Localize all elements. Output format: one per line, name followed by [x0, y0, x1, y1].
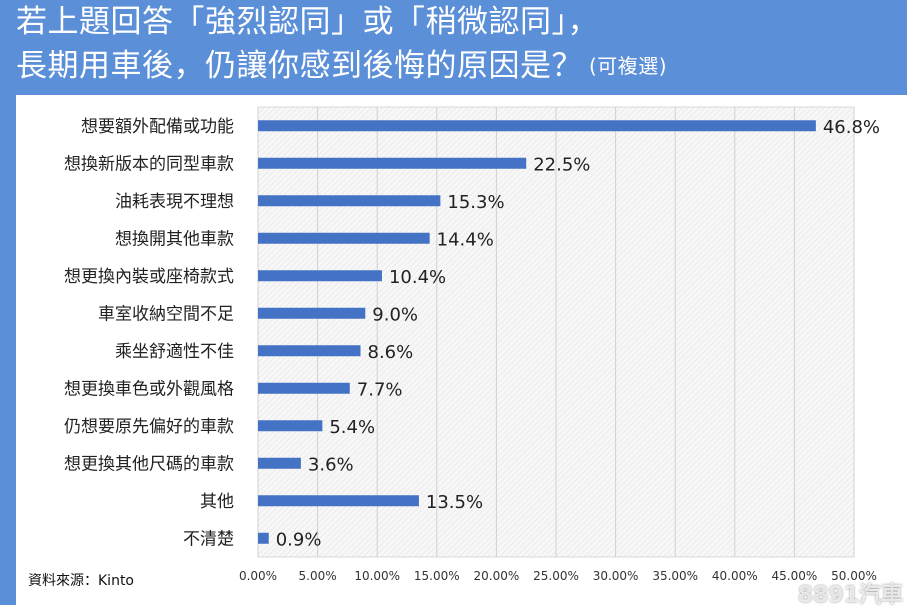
- value-label: 3.6%: [308, 454, 354, 475]
- category-label: 其他: [200, 492, 234, 512]
- value-label: 0.9%: [276, 529, 322, 550]
- bar: [258, 420, 323, 432]
- value-label: 5.4%: [329, 417, 375, 438]
- x-tick-label: 35.00%: [652, 569, 698, 583]
- category-label: 想更換車色或外觀風格: [64, 379, 234, 399]
- x-tick-label: 40.00%: [712, 569, 758, 583]
- chart-title-line-2: 長期用車後，仍讓你感到後悔的原因是？ (可複選): [16, 48, 667, 84]
- bar: [258, 157, 527, 169]
- value-labels: 46.8% 22.5% 15.3% 14.4% 10.4% 9.0% 8.6% 7.7% 5.4…: [276, 117, 880, 551]
- chart-title-note: (可複選): [589, 54, 668, 78]
- source-note: 資料來源：Kinto: [28, 573, 134, 589]
- gridlines: [257, 107, 855, 557]
- category-label: 仍想要原先偏好的車款: [64, 417, 234, 437]
- x-axis-ticks: 0.00% 5.00% 10.00% 15.00% 20.00% 25.00% 30.00%…: [239, 569, 877, 583]
- chart-title-line-2-text: 長期用車後，仍讓你感到後悔的原因是？: [16, 48, 583, 84]
- bar-chart: 想要額外配備或功能想換新版本的同型車款油耗表現不理想想換開其他車款想更換內裝或座…: [64, 106, 880, 583]
- bar: [258, 495, 419, 507]
- category-label: 想換開其他車款: [115, 229, 234, 249]
- value-label: 9.0%: [372, 304, 418, 325]
- bar: [258, 120, 816, 132]
- category-label: 想更換其他尺碼的車款: [64, 454, 234, 474]
- value-label: 10.4%: [389, 267, 446, 288]
- x-tick-label: 45.00%: [772, 569, 818, 583]
- x-tick-label: 0.00%: [239, 569, 277, 583]
- bar: [258, 195, 441, 207]
- value-label: 46.8%: [823, 117, 880, 138]
- x-tick-label: 30.00%: [593, 569, 639, 583]
- category-label: 乘坐舒適性不佳: [115, 342, 234, 362]
- chart-title-line-1: 若上題回答「強烈認同」或「稍微認同」，: [16, 4, 599, 40]
- bar: [258, 457, 301, 469]
- watermark-logo: 8891汽車: [797, 583, 903, 608]
- x-tick-label: 10.00%: [354, 569, 400, 583]
- bar: [258, 532, 269, 544]
- bar: [258, 345, 361, 357]
- x-tick-label: 15.00%: [414, 569, 460, 583]
- bar: [258, 232, 430, 244]
- x-tick-label: 25.00%: [533, 569, 579, 583]
- value-label: 15.3%: [447, 192, 504, 213]
- bars: [258, 120, 816, 544]
- category-label: 想要額外配備或功能: [81, 117, 234, 137]
- x-tick-label: 20.00%: [474, 569, 520, 583]
- chart-panel: 想要額外配備或功能想換新版本的同型車款油耗表現不理想 想換開其他車款想更換內裝或座…: [16, 95, 907, 605]
- value-label: 13.5%: [426, 492, 483, 513]
- category-label: 油耗表現不理想: [115, 192, 234, 212]
- category-label: 不清楚: [183, 529, 234, 549]
- category-label: 想更換內裝或座椅款式: [64, 267, 234, 287]
- category-labels: 想要額外配備或功能想換新版本的同型車款油耗表現不理想想換開其他車款想更換內裝或座…: [64, 117, 234, 550]
- value-label: 14.4%: [437, 229, 494, 250]
- x-tick-label: 50.00%: [831, 569, 877, 583]
- value-label: 8.6%: [368, 342, 414, 363]
- x-tick-label: 5.00%: [299, 569, 337, 583]
- bar: [258, 382, 350, 394]
- category-label: 想換新版本的同型車款: [64, 154, 234, 174]
- category-label: 車室收納空間不足: [98, 304, 234, 324]
- bar: [258, 270, 382, 282]
- bar: [258, 307, 366, 319]
- value-label: 22.5%: [533, 154, 590, 175]
- value-label: 7.7%: [357, 379, 403, 400]
